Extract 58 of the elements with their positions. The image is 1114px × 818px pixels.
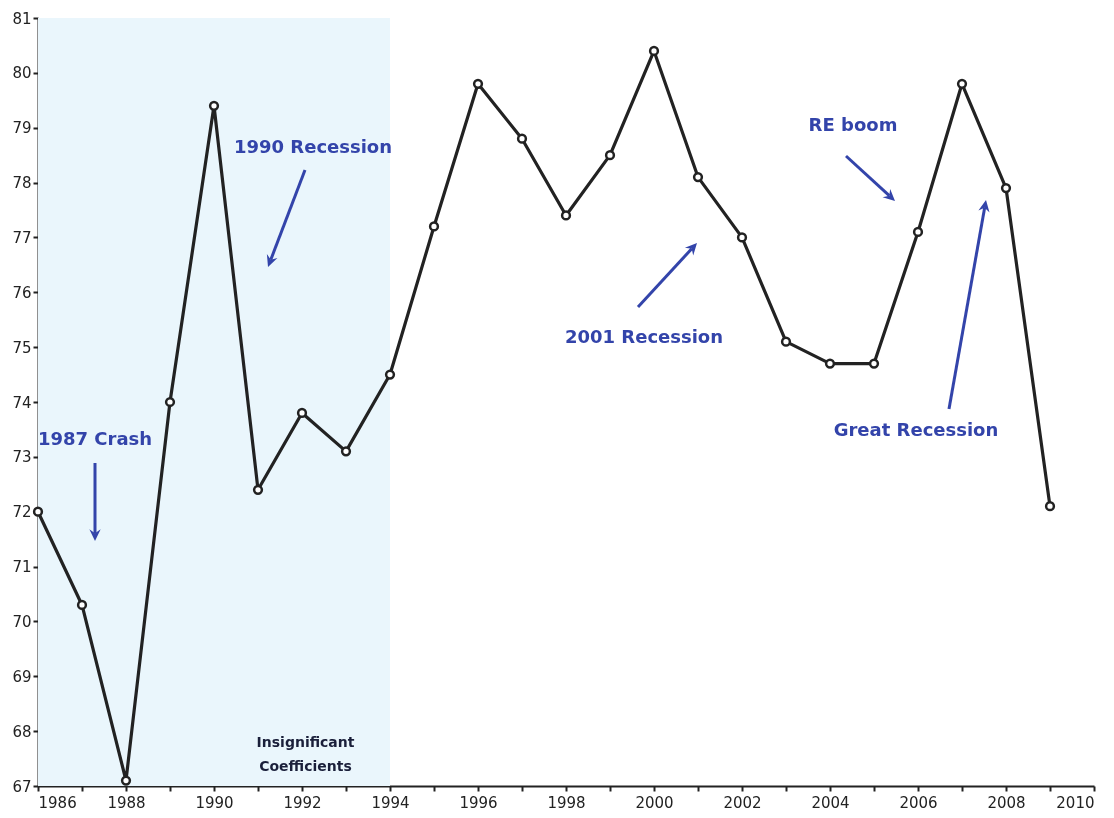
point xyxy=(956,78,968,89)
y-tick-label: 80 xyxy=(12,64,32,83)
point xyxy=(428,221,440,232)
x-tick-label: 2002 xyxy=(723,793,762,812)
point xyxy=(648,45,660,57)
point xyxy=(692,171,704,183)
point xyxy=(120,775,132,786)
y-tick-label: 75 xyxy=(12,338,32,357)
point xyxy=(516,133,528,144)
point xyxy=(32,506,44,517)
annotation: 2001 Recession xyxy=(564,326,724,347)
point xyxy=(912,226,924,238)
point xyxy=(384,369,396,380)
y-tick-label: 76 xyxy=(12,283,32,302)
y-tick-label: 78 xyxy=(12,174,32,193)
y-tick-label: 67 xyxy=(12,777,32,796)
x-tick-label: 1990 xyxy=(195,793,234,812)
band-label: Insignificant Coefficients xyxy=(256,734,355,774)
point xyxy=(868,358,880,369)
y-tick-label: 71 xyxy=(12,558,32,577)
annotation: Great Recession xyxy=(833,419,999,440)
x-tick-label: 2008 xyxy=(987,793,1026,812)
point xyxy=(164,396,176,408)
annotation: 1990 Recession xyxy=(233,136,393,157)
y-tick-label: 73 xyxy=(12,448,32,467)
x-tick-label: 1996 xyxy=(459,793,498,812)
point xyxy=(560,210,572,221)
y-tick-label: 74 xyxy=(12,393,32,412)
point xyxy=(76,599,88,611)
point xyxy=(208,100,220,111)
x-tick-label: 1994 xyxy=(371,793,410,812)
annotation: 1987 Crash xyxy=(37,428,153,449)
point xyxy=(472,78,484,89)
point xyxy=(252,484,264,495)
x-tick-label: 2010 xyxy=(1056,793,1095,812)
y-tick-label: 72 xyxy=(12,503,32,522)
annotation: RE boom xyxy=(808,114,898,135)
x-tick-label: 2006 xyxy=(899,793,938,812)
point xyxy=(736,232,748,243)
x-tick-label: 1988 xyxy=(107,793,146,812)
point xyxy=(780,336,792,347)
x-tick-label: 2000 xyxy=(635,793,674,812)
x-tick-label: 1998 xyxy=(547,793,586,812)
point xyxy=(296,407,308,419)
y-tick-label: 69 xyxy=(12,667,32,686)
point xyxy=(1044,501,1056,512)
y-tick-label: 81 xyxy=(12,9,32,28)
y-tick-label: 77 xyxy=(12,228,32,247)
y-tick-label: 79 xyxy=(12,119,32,138)
y-tick-label: 68 xyxy=(12,722,32,741)
y-tick-label: 70 xyxy=(12,612,32,631)
x-tick-label: 2004 xyxy=(811,793,850,812)
point xyxy=(604,150,616,161)
x-tick-label: 1992 xyxy=(283,793,322,812)
point xyxy=(1000,182,1012,194)
point xyxy=(824,358,836,369)
x-tick-label: 1986 xyxy=(38,793,77,812)
point xyxy=(340,446,352,457)
